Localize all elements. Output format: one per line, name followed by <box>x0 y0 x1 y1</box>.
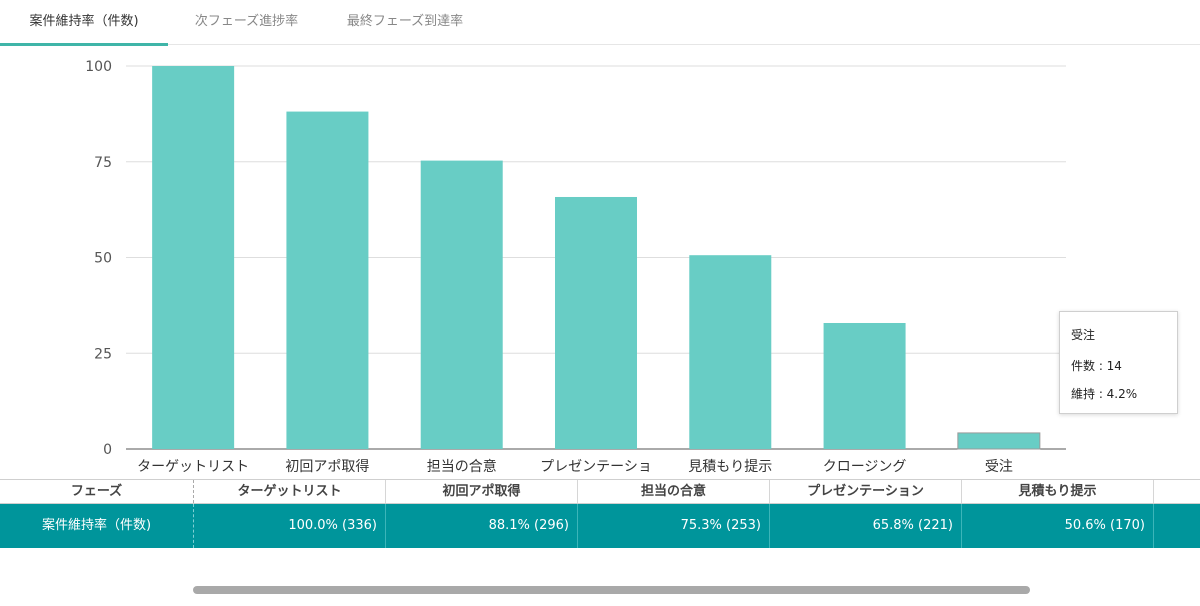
y-tick-label: 0 <box>103 442 112 458</box>
bar <box>420 160 503 449</box>
y-tick-label: 75 <box>94 155 112 171</box>
table-header-cell <box>1153 480 1200 503</box>
table-header-cell: フェーズ <box>70 484 123 499</box>
x-tick-label: 初回アポ取得 <box>285 458 369 475</box>
bar <box>555 196 637 449</box>
tab-retention-count[interactable]: 案件維持率（件数) <box>0 0 168 46</box>
x-tick-label: 見積もり提示 <box>688 459 772 475</box>
bar <box>823 322 906 449</box>
table-header-cell: プレゼンテーション <box>769 480 961 503</box>
table-header-cell: ターゲットリスト <box>193 480 385 503</box>
tooltip-count: 件数 : 14 <box>1071 359 1122 373</box>
table-cell: 65.8% (221) <box>769 504 961 548</box>
horizontal-scrollbar[interactable] <box>193 586 1030 594</box>
y-tick-label: 25 <box>94 346 112 362</box>
bar <box>957 432 1041 450</box>
bar <box>152 66 235 449</box>
tab-next-phase-progress[interactable]: 次フェーズ進捗率 <box>194 14 299 29</box>
tab-final-phase-reach[interactable]: 最終フェーズ到達率 <box>346 14 464 29</box>
table-row: 案件維持率（件数) 100.0% (336) 88.1% (296) 75.3%… <box>0 504 1200 548</box>
x-tick-label: 担当の合意 <box>427 458 497 475</box>
table-cell: 100.0% (336) <box>193 504 385 548</box>
table-cell <box>1153 504 1200 548</box>
bar-chart: 0 25 50 75 100 ターゲットリスト 初回アポ取得 担当の合意 プレゼンテーショ 見積も… <box>85 59 1066 475</box>
x-tick-label: 受注 <box>985 459 1013 475</box>
bar <box>689 255 772 449</box>
table-row-label: 案件維持率（件数) <box>41 518 152 533</box>
x-tick-label: プレゼンテーショ <box>540 459 652 475</box>
tooltip-title: 受注 <box>1071 328 1096 342</box>
table-cell: 88.1% (296) <box>385 504 577 548</box>
chart-tooltip: 受注 件数 : 14 維持 : 4.2% <box>1059 311 1178 414</box>
table-cell: 50.6% (170) <box>961 504 1153 548</box>
y-tick-label: 50 <box>94 251 112 267</box>
table-header-row: フェーズ ターゲットリスト 初回アポ取得 担当の合意 プレゼンテーション 見積も… <box>0 479 1200 504</box>
y-tick-label: 100 <box>85 59 112 75</box>
tab-bar: 案件維持率（件数) 次フェーズ進捗率 最終フェーズ到達率 <box>0 0 1200 46</box>
table-header-cell: 初回アポ取得 <box>385 480 577 503</box>
table-header-cell: 見積もり提示 <box>961 480 1153 503</box>
table-cell: 75.3% (253) <box>577 504 769 548</box>
table-header-cell: 担当の合意 <box>577 480 769 503</box>
x-tick-label: クロージング <box>823 459 907 475</box>
bar <box>286 111 369 450</box>
tooltip-rate: 維持 : 4.2% <box>1071 387 1138 401</box>
x-tick-label: ターゲットリスト <box>137 459 249 475</box>
